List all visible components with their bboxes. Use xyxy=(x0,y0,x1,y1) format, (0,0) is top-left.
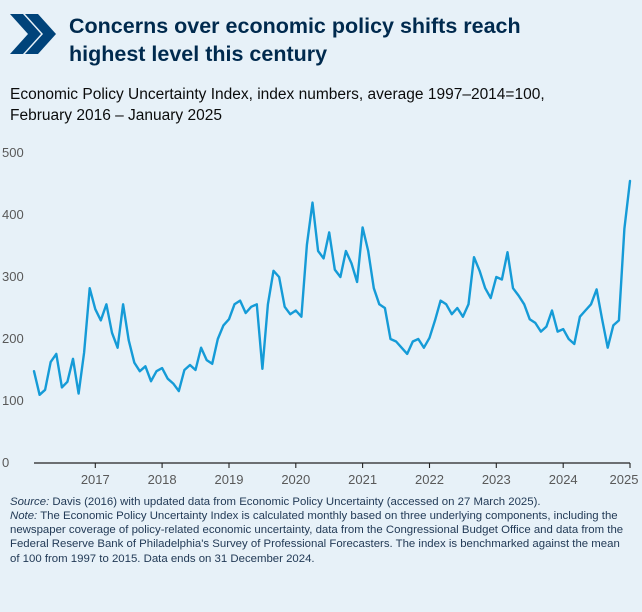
svg-text:300: 300 xyxy=(2,269,24,284)
double-chevron-right-icon xyxy=(10,14,56,54)
svg-text:2020: 2020 xyxy=(281,472,310,487)
svg-text:0: 0 xyxy=(2,455,9,470)
svg-text:2018: 2018 xyxy=(148,472,177,487)
note-text: The Economic Policy Uncertainty Index is… xyxy=(10,509,624,565)
note-line: Note: The Economic Policy Uncertainty In… xyxy=(10,509,632,566)
svg-text:2019: 2019 xyxy=(215,472,244,487)
svg-text:400: 400 xyxy=(2,207,24,222)
svg-text:2022: 2022 xyxy=(415,472,444,487)
svg-text:2024: 2024 xyxy=(549,472,578,487)
chart-footer: Source: Davis (2016) with updated data f… xyxy=(0,489,642,566)
source-line: Source: Davis (2016) with updated data f… xyxy=(10,495,632,509)
chart-title: Concerns over economic policy shifts rea… xyxy=(69,14,521,67)
svg-text:200: 200 xyxy=(2,331,24,346)
svg-text:2021: 2021 xyxy=(348,472,377,487)
epu-line-chart: 0 100 200 300 400 500 2017 2018 2019 2020 2021 2022… xyxy=(2,145,639,487)
source-text: Davis (2016) with updated data from Econ… xyxy=(49,495,541,508)
svg-text:2023: 2023 xyxy=(482,472,511,487)
svg-text:100: 100 xyxy=(2,393,24,408)
note-label: Note: xyxy=(10,509,38,522)
svg-text:2025: 2025 xyxy=(610,472,639,487)
svg-text:2017: 2017 xyxy=(81,472,110,487)
svg-text:500: 500 xyxy=(2,145,24,160)
chart-header: Concerns over economic policy shifts rea… xyxy=(0,0,642,69)
source-label: Source: xyxy=(10,495,50,508)
chart-subtitle: Economic Policy Uncertainty Index, index… xyxy=(10,85,545,125)
